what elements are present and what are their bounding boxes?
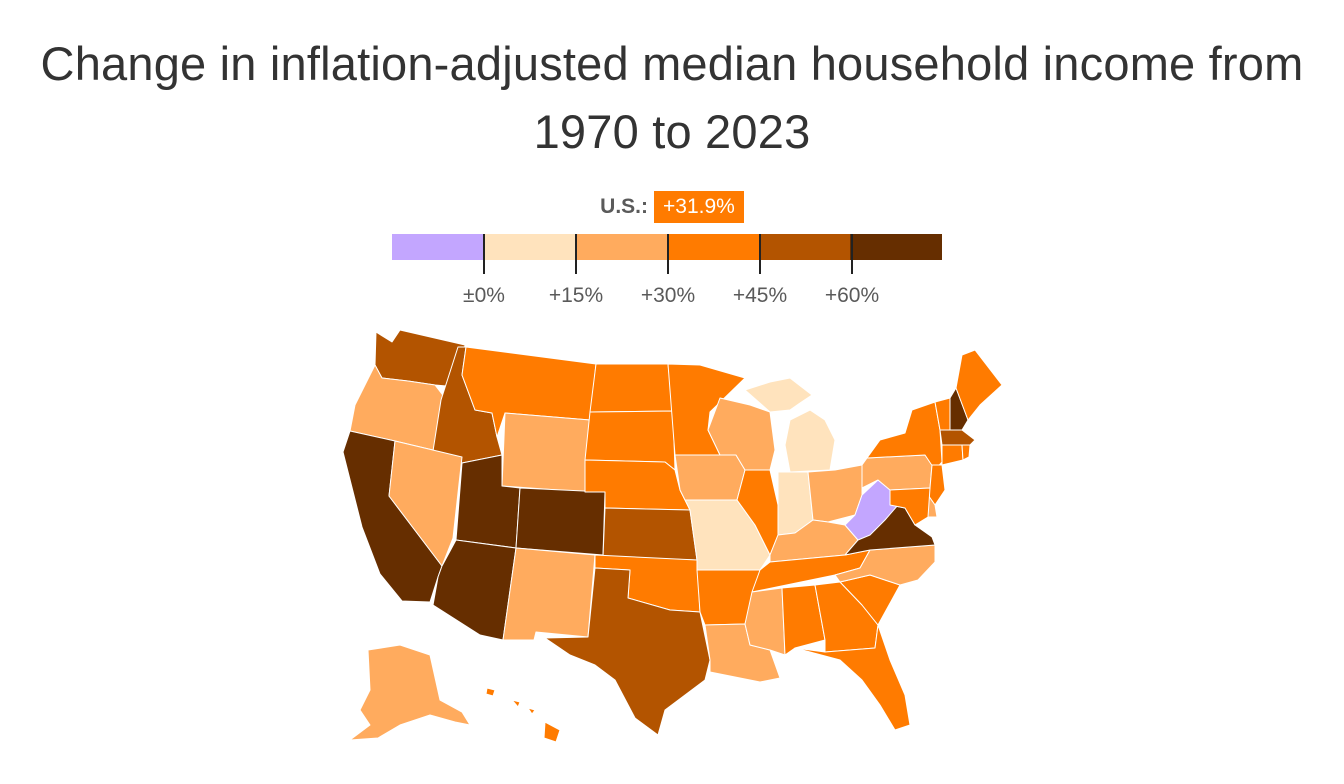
state-AL[interactable] [781, 584, 826, 656]
state-MA[interactable] [939, 429, 976, 446]
legend-tick-label: +60% [824, 284, 880, 307]
legend-tick [851, 234, 853, 274]
legend-tick-label: +45% [732, 284, 788, 307]
legend-tick-label: +30% [640, 284, 696, 307]
legend-tick-label: ±0% [463, 284, 505, 307]
legend-tick [667, 234, 669, 274]
state-CT[interactable] [941, 444, 964, 466]
state-KS[interactable] [602, 507, 698, 561]
us-average-label: U.S.: [600, 195, 649, 218]
legend-swatch-0-15 [483, 234, 576, 260]
state-NC[interactable] [834, 544, 936, 586]
state-HI[interactable] [485, 687, 561, 743]
legend-tick [575, 234, 577, 274]
state-RI[interactable] [961, 444, 971, 461]
state-MI[interactable] [744, 377, 836, 473]
legend-tick [759, 234, 761, 274]
state-FL[interactable] [794, 624, 911, 731]
legend-tick-label: +15% [548, 284, 604, 307]
state-MS[interactable] [744, 587, 786, 656]
us-average: U.S.: +31.9% [0, 191, 1344, 223]
legend-tick [483, 234, 485, 274]
legend-swatch-negative [392, 234, 484, 260]
legend-swatch-60-plus [850, 234, 943, 260]
state-NV[interactable] [388, 440, 463, 567]
state-OH[interactable] [807, 464, 863, 523]
legend-swatch-15-30 [575, 234, 668, 260]
state-TX[interactable] [544, 567, 711, 736]
state-IA[interactable] [674, 454, 746, 501]
state-ME[interactable] [955, 349, 1003, 421]
state-NH[interactable] [949, 387, 969, 431]
color-legend [392, 234, 943, 260]
state-NM[interactable] [502, 547, 596, 641]
chart-title: Change in inflation-adjusted median hous… [40, 37, 1304, 158]
us-average-value: +31.9% [654, 191, 744, 223]
legend-swatch-30-45 [667, 234, 759, 260]
state-ND[interactable] [589, 363, 674, 413]
legend-swatch-45-60 [758, 234, 851, 260]
state-CO[interactable] [515, 487, 606, 556]
us-state-map [342, 329, 1003, 743]
state-WV[interactable] [844, 479, 899, 541]
state-AK[interactable] [349, 644, 471, 741]
state-MD[interactable] [889, 487, 931, 526]
state-WY[interactable] [501, 412, 591, 493]
